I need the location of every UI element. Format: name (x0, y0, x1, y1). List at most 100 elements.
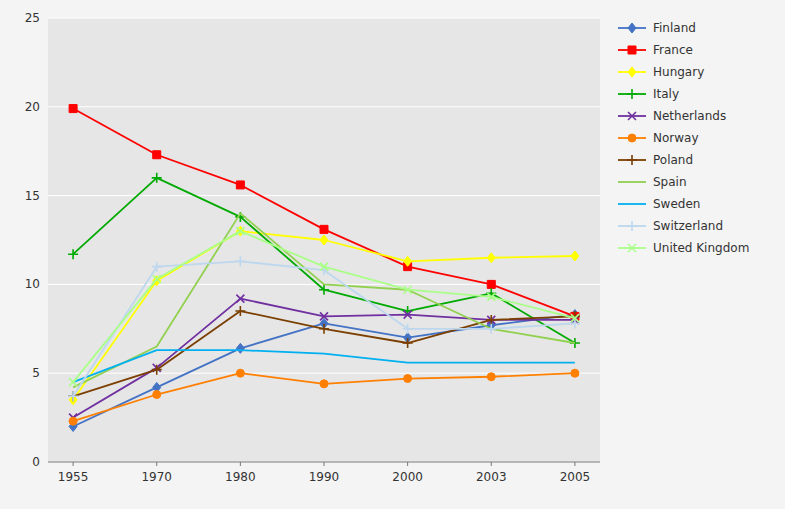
point (236, 343, 244, 353)
point (404, 311, 412, 319)
x-tick-label: 1955 (58, 470, 89, 484)
point (571, 369, 579, 377)
point (570, 318, 580, 328)
point (486, 315, 496, 325)
point (320, 263, 328, 271)
x-tick (240, 462, 241, 466)
grid-line (48, 373, 600, 374)
x-tick-label: 2005 (560, 470, 591, 484)
x-tick-label: 2003 (476, 470, 507, 484)
legend-label: Finland (653, 21, 696, 35)
grid-line (48, 106, 600, 107)
point (69, 378, 77, 386)
legend-marker (628, 244, 636, 252)
x-tick-label: 2000 (392, 470, 423, 484)
point (153, 276, 161, 286)
point (152, 173, 162, 183)
legend-label: Spain (653, 175, 687, 189)
point (152, 365, 162, 375)
point (486, 324, 496, 334)
point (236, 181, 244, 189)
chart: 0 5 10 15 20 25 1955 1970 1980 1990 2000 2003 2005 Fi… (0, 0, 785, 509)
point (404, 256, 412, 266)
x-tick (156, 462, 157, 466)
point (68, 249, 78, 259)
legend-label: Norway (653, 131, 699, 145)
legend-label: Switzerland (653, 219, 723, 233)
y-tick-label: 10 (25, 277, 40, 291)
x-tick (407, 462, 408, 466)
grid-line (48, 18, 600, 19)
point (153, 275, 161, 283)
point (69, 417, 77, 425)
legend-swatch (618, 203, 646, 205)
legend-marker (628, 112, 636, 120)
legend-marker (628, 134, 636, 142)
y-tick-label: 15 (25, 189, 40, 203)
point (319, 324, 329, 334)
x-tick-label: 1970 (141, 470, 172, 484)
y-tick-label: 0 (32, 455, 40, 469)
legend-marker (628, 67, 636, 77)
point (68, 391, 78, 401)
legend-label: Sweden (653, 197, 700, 211)
data-group (68, 105, 580, 432)
legend: FinlandFranceHungaryItalyNetherlandsNorw… (618, 21, 749, 255)
point (69, 105, 77, 113)
point (236, 227, 244, 235)
point (487, 280, 495, 288)
point (235, 256, 245, 266)
point (153, 391, 161, 399)
legend-marker (627, 155, 637, 165)
legend-marker (628, 23, 636, 33)
legend-label: Italy (653, 87, 679, 101)
series-line (73, 373, 575, 421)
x-tick (491, 462, 492, 466)
point (487, 316, 495, 324)
point (320, 380, 328, 388)
y-tick-label: 20 (25, 100, 40, 114)
series-line (73, 350, 575, 382)
point (320, 225, 328, 233)
series-line (73, 299, 575, 418)
legend-label: Poland (653, 153, 693, 167)
point (236, 226, 244, 236)
point (236, 295, 244, 303)
y-tick-label: 5 (32, 366, 40, 380)
series-line (73, 311, 575, 396)
point (235, 306, 245, 316)
point (571, 251, 579, 261)
series-line (73, 231, 575, 400)
legend-swatch (618, 181, 646, 183)
x-tick-label: 1980 (225, 470, 256, 484)
plot-area (48, 18, 600, 462)
point (319, 285, 329, 295)
series-line (73, 315, 575, 427)
legend-label: United Kingdom (653, 241, 749, 255)
x-tick (574, 462, 575, 466)
legend-marker (627, 221, 637, 231)
background (0, 0, 785, 509)
point (487, 293, 495, 301)
point (320, 235, 328, 245)
point (153, 151, 161, 159)
point (487, 373, 495, 381)
point (236, 369, 244, 377)
series-line (73, 213, 575, 387)
x-tick-label: 1990 (309, 470, 340, 484)
point (571, 314, 579, 322)
series-line (73, 178, 575, 343)
grid-line (48, 195, 600, 196)
legend-marker (628, 46, 636, 54)
legend-marker (627, 89, 637, 99)
point (320, 312, 328, 320)
x-tick (73, 462, 74, 466)
point (403, 338, 413, 348)
legend-label: Netherlands (653, 109, 726, 123)
legend-label: France (653, 43, 693, 57)
point (404, 286, 412, 294)
x-tick (324, 462, 325, 466)
point (487, 253, 495, 263)
y-tick-label: 25 (25, 11, 40, 25)
point (152, 262, 162, 272)
